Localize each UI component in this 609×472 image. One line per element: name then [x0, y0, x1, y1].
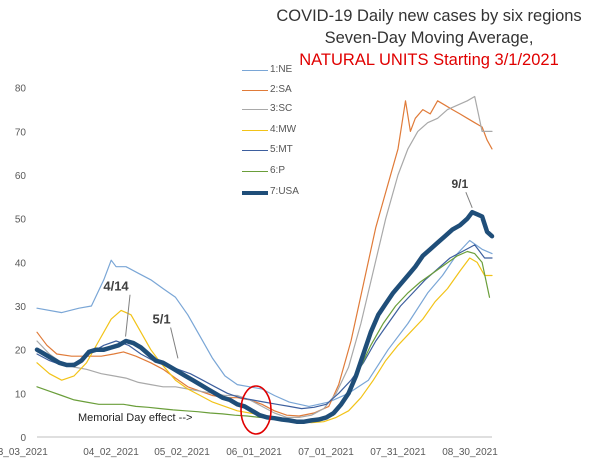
x-tick-label: 07_01_2021 — [298, 447, 354, 458]
annotation-memorial-day: Memorial Day effect --> — [78, 412, 192, 424]
y-tick-label: 20 — [15, 346, 27, 357]
legend-swatch-mt — [242, 150, 268, 151]
y-tick-label: 40 — [15, 258, 27, 269]
x-tick-label: 07_31_2021 — [370, 447, 426, 458]
series-layer — [34, 95, 495, 424]
x-tick-label: 05_02_2021 — [154, 447, 210, 458]
legend-swatch-sc — [242, 109, 268, 110]
legend-label-mt: 5:MT — [270, 144, 293, 155]
series-line-1ne — [36, 239, 493, 407]
chart-title-line-3: NATURAL UNITS Starting 3/1/2021 — [299, 51, 559, 69]
legend-label-ne: 1:NE — [270, 64, 293, 75]
annotation-9-1: 9/1 — [452, 177, 469, 191]
legend-swatch-sa — [242, 90, 268, 91]
y-tick-label: 0 — [20, 433, 26, 444]
y-tick-label: 10 — [15, 389, 27, 400]
legend-swatch-mw — [242, 130, 268, 131]
legend-label-sa: 2:SA — [270, 84, 292, 95]
chart-title-line-1: COVID-19 Daily new cases by six regions — [276, 7, 582, 25]
annotation-leader-9-1 — [465, 191, 473, 208]
series-line-5mt — [36, 244, 493, 410]
chart-title-line-2: Seven-Day Moving Average, — [324, 29, 534, 47]
legend-label-sc: 3:SC — [270, 103, 293, 114]
legend-label-p: 6:P — [270, 165, 286, 176]
y-tick-label: 60 — [15, 171, 27, 182]
series-line-2sa — [36, 100, 493, 417]
legend-swatch-usa — [242, 191, 268, 195]
x-tick-label: 08_30_2021 — [442, 447, 498, 458]
legend-swatch-p — [242, 171, 268, 172]
series-line-3sc — [36, 95, 493, 418]
legend-swatch-ne — [242, 70, 268, 71]
x-tick-label: 04_02_2021 — [83, 447, 139, 458]
annotation-leader-4-14 — [125, 294, 131, 337]
annotation-leader-5-1 — [170, 327, 179, 359]
legend-label-usa: 7:USA — [270, 186, 299, 197]
legend-label-mw: 4:MW — [270, 124, 297, 135]
y-tick-label: 80 — [15, 84, 27, 95]
annotation-4-14: 4/14 — [103, 279, 129, 294]
annotation-5-1: 5/1 — [153, 311, 171, 326]
axes: 0 10 20 30 40 50 60 70 80 03_03_2021 04_02_2021 05_… — [0, 84, 498, 458]
x-tick-label: 03_03_2021 — [0, 447, 48, 458]
annotations-layer: 4/14 5/1 9/1 Memorial Day effect --> — [78, 177, 473, 435]
x-tick-label: 06_01_2021 — [226, 447, 282, 458]
y-tick-label: 50 — [15, 215, 27, 226]
y-tick-label: 30 — [15, 302, 27, 313]
memorial-day-highlight-ellipse — [240, 385, 272, 435]
y-tick-label: 70 — [15, 127, 27, 138]
